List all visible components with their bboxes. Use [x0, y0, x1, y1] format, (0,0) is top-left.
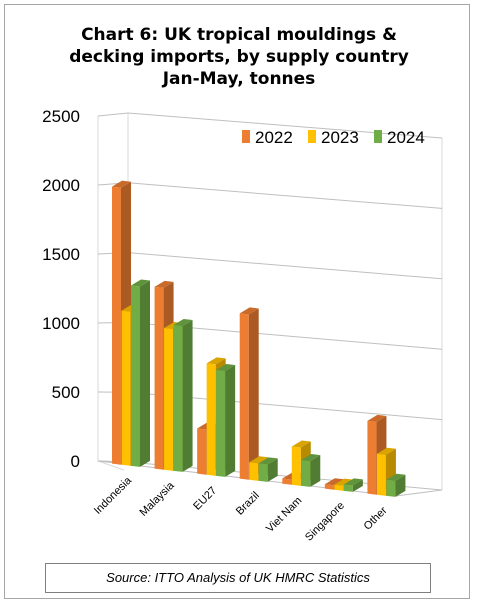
bar-top — [154, 280, 174, 288]
legend-item-2023: 2023 — [308, 128, 359, 147]
bar-front — [334, 484, 344, 491]
y-tick-label-0: 0 — [71, 452, 80, 471]
bar-top — [334, 478, 354, 486]
bar-front — [258, 463, 268, 482]
gridline-5 — [127, 112, 443, 139]
bar-side — [267, 458, 278, 482]
bar-2024-viet-nam — [301, 454, 321, 487]
bar-side — [310, 455, 321, 487]
bar-top — [131, 279, 150, 287]
y-tick-label-2: 1000 — [42, 314, 80, 333]
y-axis: 0 500 1000 1500 2000 2500 — [42, 107, 80, 471]
bar-top — [258, 457, 278, 465]
bar-front — [376, 453, 386, 496]
bar-2024-singapore — [343, 478, 363, 492]
bar-front — [173, 324, 183, 472]
x-tick-label-malaysia: Malaysia — [138, 479, 178, 519]
bar-front — [239, 313, 249, 480]
legend-swatch-2024 — [374, 130, 382, 143]
bar-2024-indonesia — [131, 279, 150, 467]
x-tick-label-brazil: Brazil — [234, 490, 262, 518]
bar-2022-brazil — [239, 307, 259, 480]
bar-top — [291, 440, 311, 448]
chart-title: Chart 6: UK tropical mouldings & decking… — [0, 24, 478, 90]
legend-item-2024: 2024 — [374, 128, 425, 147]
bar-side — [248, 308, 259, 480]
bar-top — [173, 318, 193, 327]
legend-swatch-2022 — [242, 130, 250, 143]
legend-swatch-2023 — [308, 130, 316, 143]
bar-top — [239, 307, 259, 315]
y-tick-label-3: 1500 — [42, 245, 80, 264]
source-note: Source: ITTO Analysis of UK HMRC Statist… — [45, 563, 431, 593]
bar-top — [386, 473, 406, 481]
bar-top — [367, 414, 387, 422]
x-tick-label-indonesia: Indonesia — [92, 474, 135, 517]
bar-front — [291, 446, 301, 486]
y-tick-label-4: 2000 — [42, 176, 80, 195]
bar-top — [343, 478, 363, 486]
chart-title-line-1: Chart 6: UK tropical mouldings & — [81, 25, 397, 45]
x-tick-label-eu27: EU27 — [191, 485, 219, 513]
bar-top — [216, 363, 236, 372]
bar-top — [301, 454, 321, 462]
y-tick-label-5: 2500 — [42, 107, 80, 126]
bar-front — [249, 462, 259, 481]
bar-side — [140, 280, 150, 467]
chart-title-line-2: decking imports, by supply country — [69, 47, 409, 67]
bar-front — [164, 328, 174, 471]
legend: 2022 2023 2024 — [242, 128, 425, 147]
bar-top — [112, 180, 131, 188]
legend-label-2022: 2022 — [255, 128, 293, 147]
chart-frame — [4, 4, 470, 599]
bar-front — [131, 285, 140, 467]
bar-front — [197, 428, 207, 475]
floor-right-edge — [395, 489, 443, 497]
bar-top — [324, 478, 344, 486]
gridline-3 — [127, 252, 443, 280]
legend-item-2022: 2022 — [242, 128, 293, 147]
bar-front — [206, 363, 216, 476]
x-tick-label-viet-nam: Viet Nam — [264, 495, 304, 535]
bar-front — [282, 478, 292, 485]
legend-label-2023: 2023 — [321, 128, 359, 147]
bar-front — [216, 369, 226, 477]
bar-top — [249, 456, 269, 464]
bar-front — [112, 186, 121, 465]
bars — [112, 180, 406, 497]
gridline-side-5 — [97, 112, 129, 117]
bar-2024-eu27 — [216, 363, 236, 477]
bar-2024-brazil — [258, 457, 278, 482]
bar-front — [367, 420, 377, 495]
bar-front — [301, 460, 311, 487]
x-tick-label-other: Other — [362, 504, 390, 532]
bar-front — [154, 286, 164, 470]
bar-top — [206, 357, 226, 365]
gridline-4 — [127, 182, 443, 209]
bar-side — [395, 474, 406, 497]
bar-top — [376, 447, 396, 455]
bar-front — [343, 484, 353, 492]
legend-label-2024: 2024 — [387, 128, 425, 147]
bar-2024-other — [386, 473, 406, 497]
bar-front — [386, 479, 396, 497]
bar-side — [352, 479, 363, 492]
bar-front — [121, 310, 131, 466]
bar-side — [225, 365, 236, 477]
y-tick-label-1: 500 — [52, 383, 80, 402]
bar-2024-malaysia — [173, 318, 193, 472]
x-tick-label-singapore: Singapore — [303, 500, 347, 544]
bar-front — [324, 484, 334, 490]
bar-side — [182, 320, 193, 472]
chart-title-line-3: Jan-May, tonnes — [162, 69, 316, 89]
